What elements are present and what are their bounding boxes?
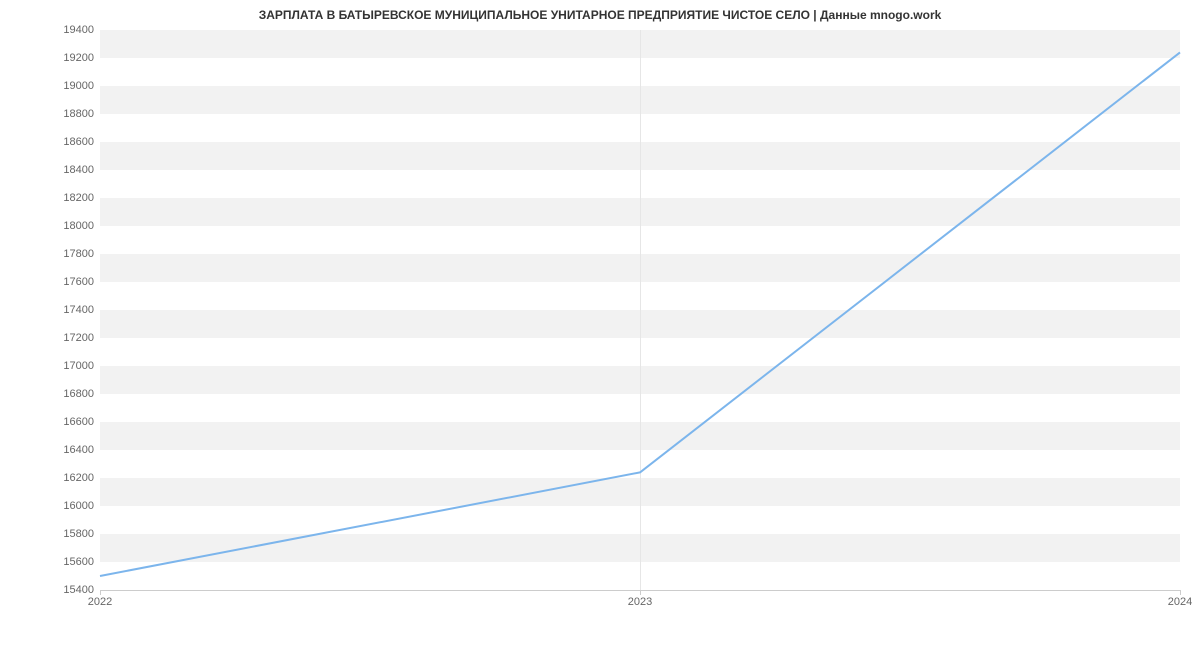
- y-tick-label: 18400: [63, 164, 100, 176]
- y-tick-label: 17600: [63, 276, 100, 288]
- y-tick-label: 15800: [63, 528, 100, 540]
- y-tick-label: 17000: [63, 360, 100, 372]
- y-tick-label: 18600: [63, 136, 100, 148]
- y-tick-label: 19000: [63, 80, 100, 92]
- x-tick-label: 2022: [88, 590, 112, 608]
- chart-title: ЗАРПЛАТА В БАТЫРЕВСКОЕ МУНИЦИПАЛЬНОЕ УНИ…: [0, 8, 1200, 22]
- y-tick-label: 17400: [63, 304, 100, 316]
- y-tick-label: 19200: [63, 52, 100, 64]
- y-tick-label: 16600: [63, 416, 100, 428]
- y-tick-label: 17200: [63, 332, 100, 344]
- y-tick-label: 16400: [63, 444, 100, 456]
- series-layer: [100, 30, 1180, 590]
- y-tick-label: 16000: [63, 500, 100, 512]
- y-tick-label: 16800: [63, 388, 100, 400]
- x-tick-label: 2024: [1168, 590, 1192, 608]
- y-tick-label: 18200: [63, 192, 100, 204]
- y-tick-label: 18000: [63, 220, 100, 232]
- y-tick-label: 16200: [63, 472, 100, 484]
- chart-container: ЗАРПЛАТА В БАТЫРЕВСКОЕ МУНИЦИПАЛЬНОЕ УНИ…: [0, 0, 1200, 650]
- series-line-salary: [100, 52, 1180, 576]
- x-tick-label: 2023: [628, 590, 652, 608]
- y-tick-label: 19400: [63, 24, 100, 36]
- y-tick-label: 18800: [63, 108, 100, 120]
- y-tick-label: 17800: [63, 248, 100, 260]
- plot-area: 1540015600158001600016200164001660016800…: [100, 30, 1180, 590]
- y-tick-label: 15600: [63, 556, 100, 568]
